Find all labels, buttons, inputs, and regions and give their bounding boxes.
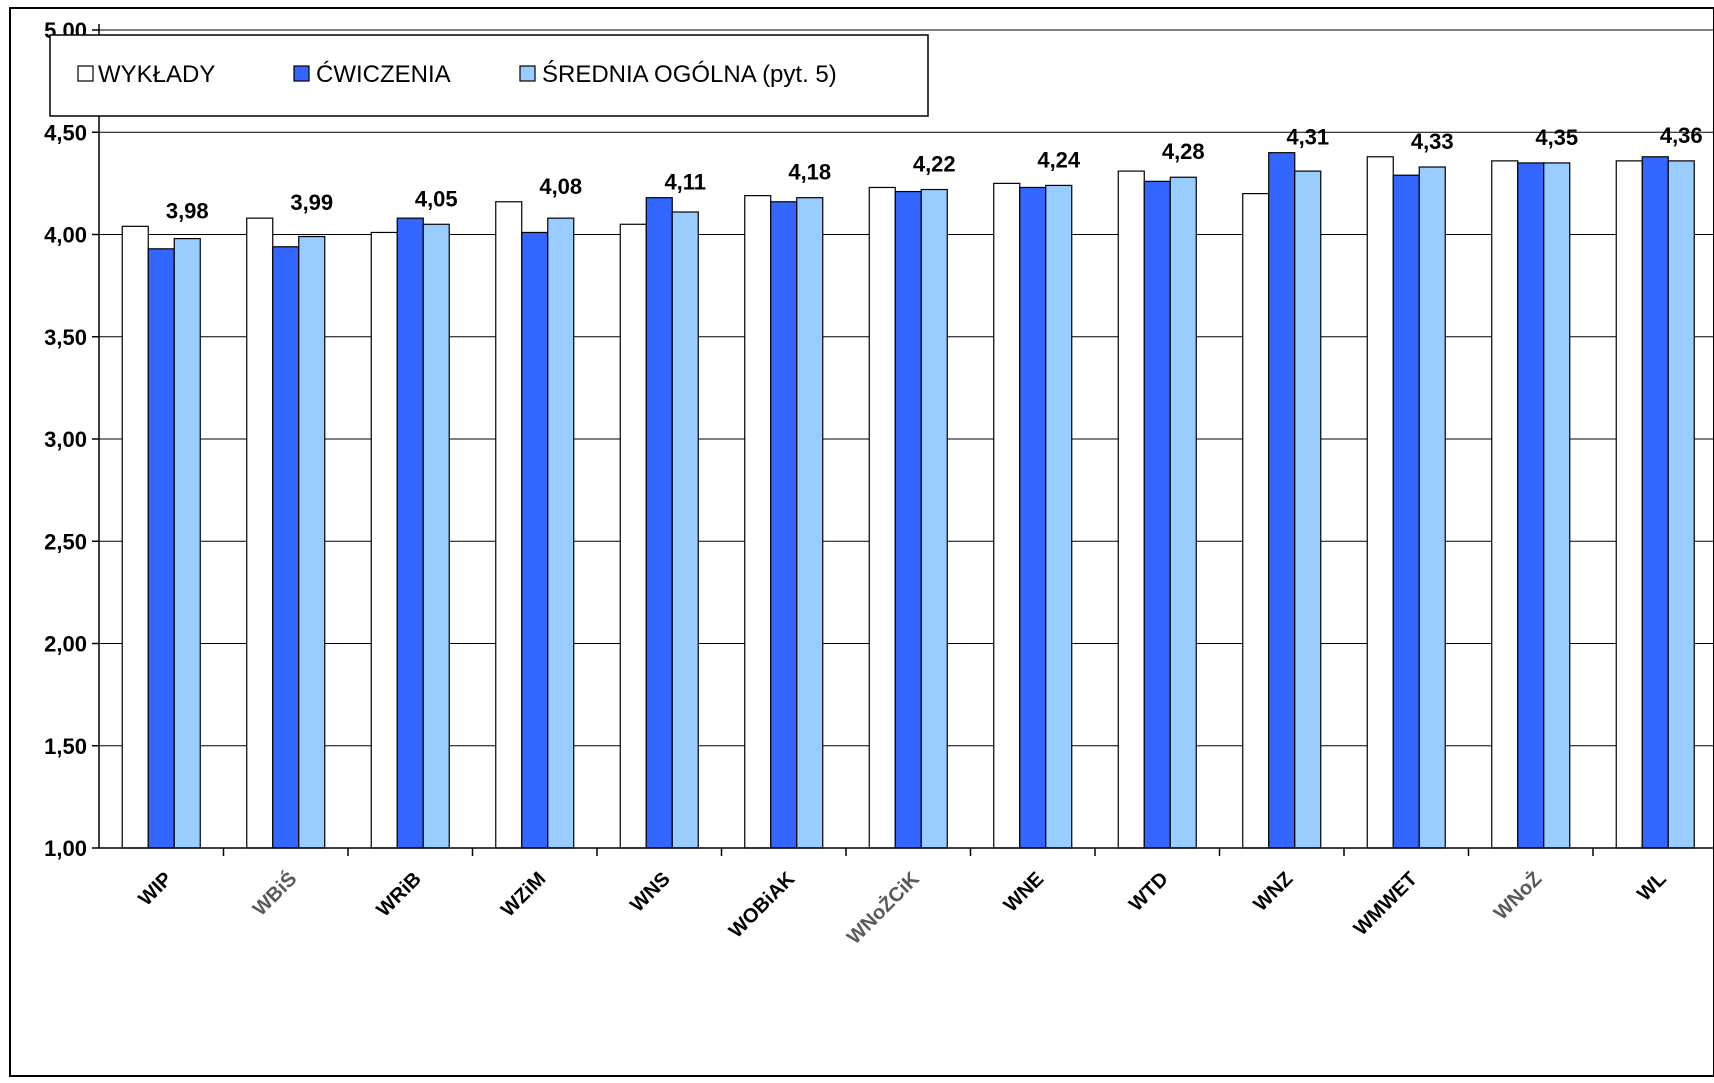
bar: [1366, 156, 1394, 849]
y-tick-label: 2,00: [44, 632, 87, 657]
y-tick-label: 1,50: [44, 734, 87, 759]
bar: [993, 182, 1021, 849]
y-tick-label: 4,00: [44, 223, 87, 248]
bar: [121, 225, 149, 849]
data-label: 4,18: [788, 160, 831, 185]
data-label: 4,24: [1037, 147, 1081, 172]
legend-box: [49, 34, 929, 117]
legend-label: WYKŁADY: [98, 61, 215, 88]
bar: [147, 248, 175, 849]
bar: [547, 217, 575, 849]
bar: [246, 217, 274, 849]
bar: [645, 197, 673, 849]
data-labels: 3,98 3,99 4,05 4,08 4,11 4,18 4,22 4,24 4,28 4,31…: [166, 123, 1703, 223]
data-label: 3,99: [290, 190, 333, 215]
bar: [1517, 162, 1545, 849]
bar: [796, 197, 824, 849]
bar: [1242, 193, 1270, 849]
bar: [396, 217, 424, 849]
bar: [1143, 180, 1171, 849]
y-tick-label: 3,50: [44, 325, 87, 350]
y-tick-label: 2,50: [44, 529, 87, 554]
bar: [272, 246, 300, 849]
bar: [894, 190, 922, 849]
bar: [495, 201, 523, 849]
bar: [1491, 160, 1519, 849]
data-label: 4,08: [539, 174, 582, 199]
y-tick-label: 4,50: [44, 120, 87, 145]
y-axis-ticks: 1,001,502,002,503,003,504,004,505,00: [44, 18, 87, 861]
y-tick-label: 1,00: [44, 836, 87, 861]
bar: [1268, 152, 1296, 849]
axes: [92, 24, 1714, 856]
data-label: 3,98: [166, 198, 209, 223]
bar: [1294, 170, 1322, 849]
bar: [868, 186, 896, 849]
legend-swatch: [77, 65, 94, 82]
bar: [1641, 156, 1669, 849]
bar: [920, 188, 948, 849]
legend-label: ĆWICZENIA: [316, 61, 451, 88]
bar: [1169, 176, 1197, 849]
bar: [1543, 162, 1571, 849]
data-label: 4,33: [1411, 129, 1454, 154]
y-tick-label: 3,00: [44, 427, 87, 452]
bar: [744, 195, 772, 849]
data-label: 4,35: [1535, 125, 1578, 150]
data-label: 4,22: [913, 152, 956, 177]
bar: [1045, 184, 1073, 849]
bar: [370, 231, 398, 849]
bar: [1392, 174, 1420, 849]
data-label: 4,11: [664, 170, 706, 195]
legend-swatch: [519, 65, 536, 82]
data-label: 4,28: [1162, 139, 1205, 164]
bar: [1667, 160, 1695, 849]
bar: [422, 223, 450, 849]
data-label: 4,31: [1286, 125, 1329, 150]
bar: [521, 231, 549, 849]
bar: [1019, 186, 1047, 849]
bar: [671, 211, 699, 849]
bar: [619, 223, 647, 849]
bars-group: [121, 152, 1695, 849]
bar: [298, 235, 326, 849]
bar: [1418, 166, 1446, 849]
legend-swatch: [293, 65, 310, 82]
data-label: 4,05: [415, 186, 458, 211]
bar: [1117, 170, 1145, 849]
data-label: 4,36: [1660, 123, 1703, 148]
bar: [173, 237, 201, 849]
legend: WYKŁADY ĆWICZENIA ŚREDNIA OGÓLNA (pyt. 5): [49, 34, 929, 117]
bar: [770, 201, 798, 849]
legend-label: ŚREDNIA OGÓLNA (pyt. 5): [542, 60, 837, 88]
bar: [1615, 160, 1643, 849]
